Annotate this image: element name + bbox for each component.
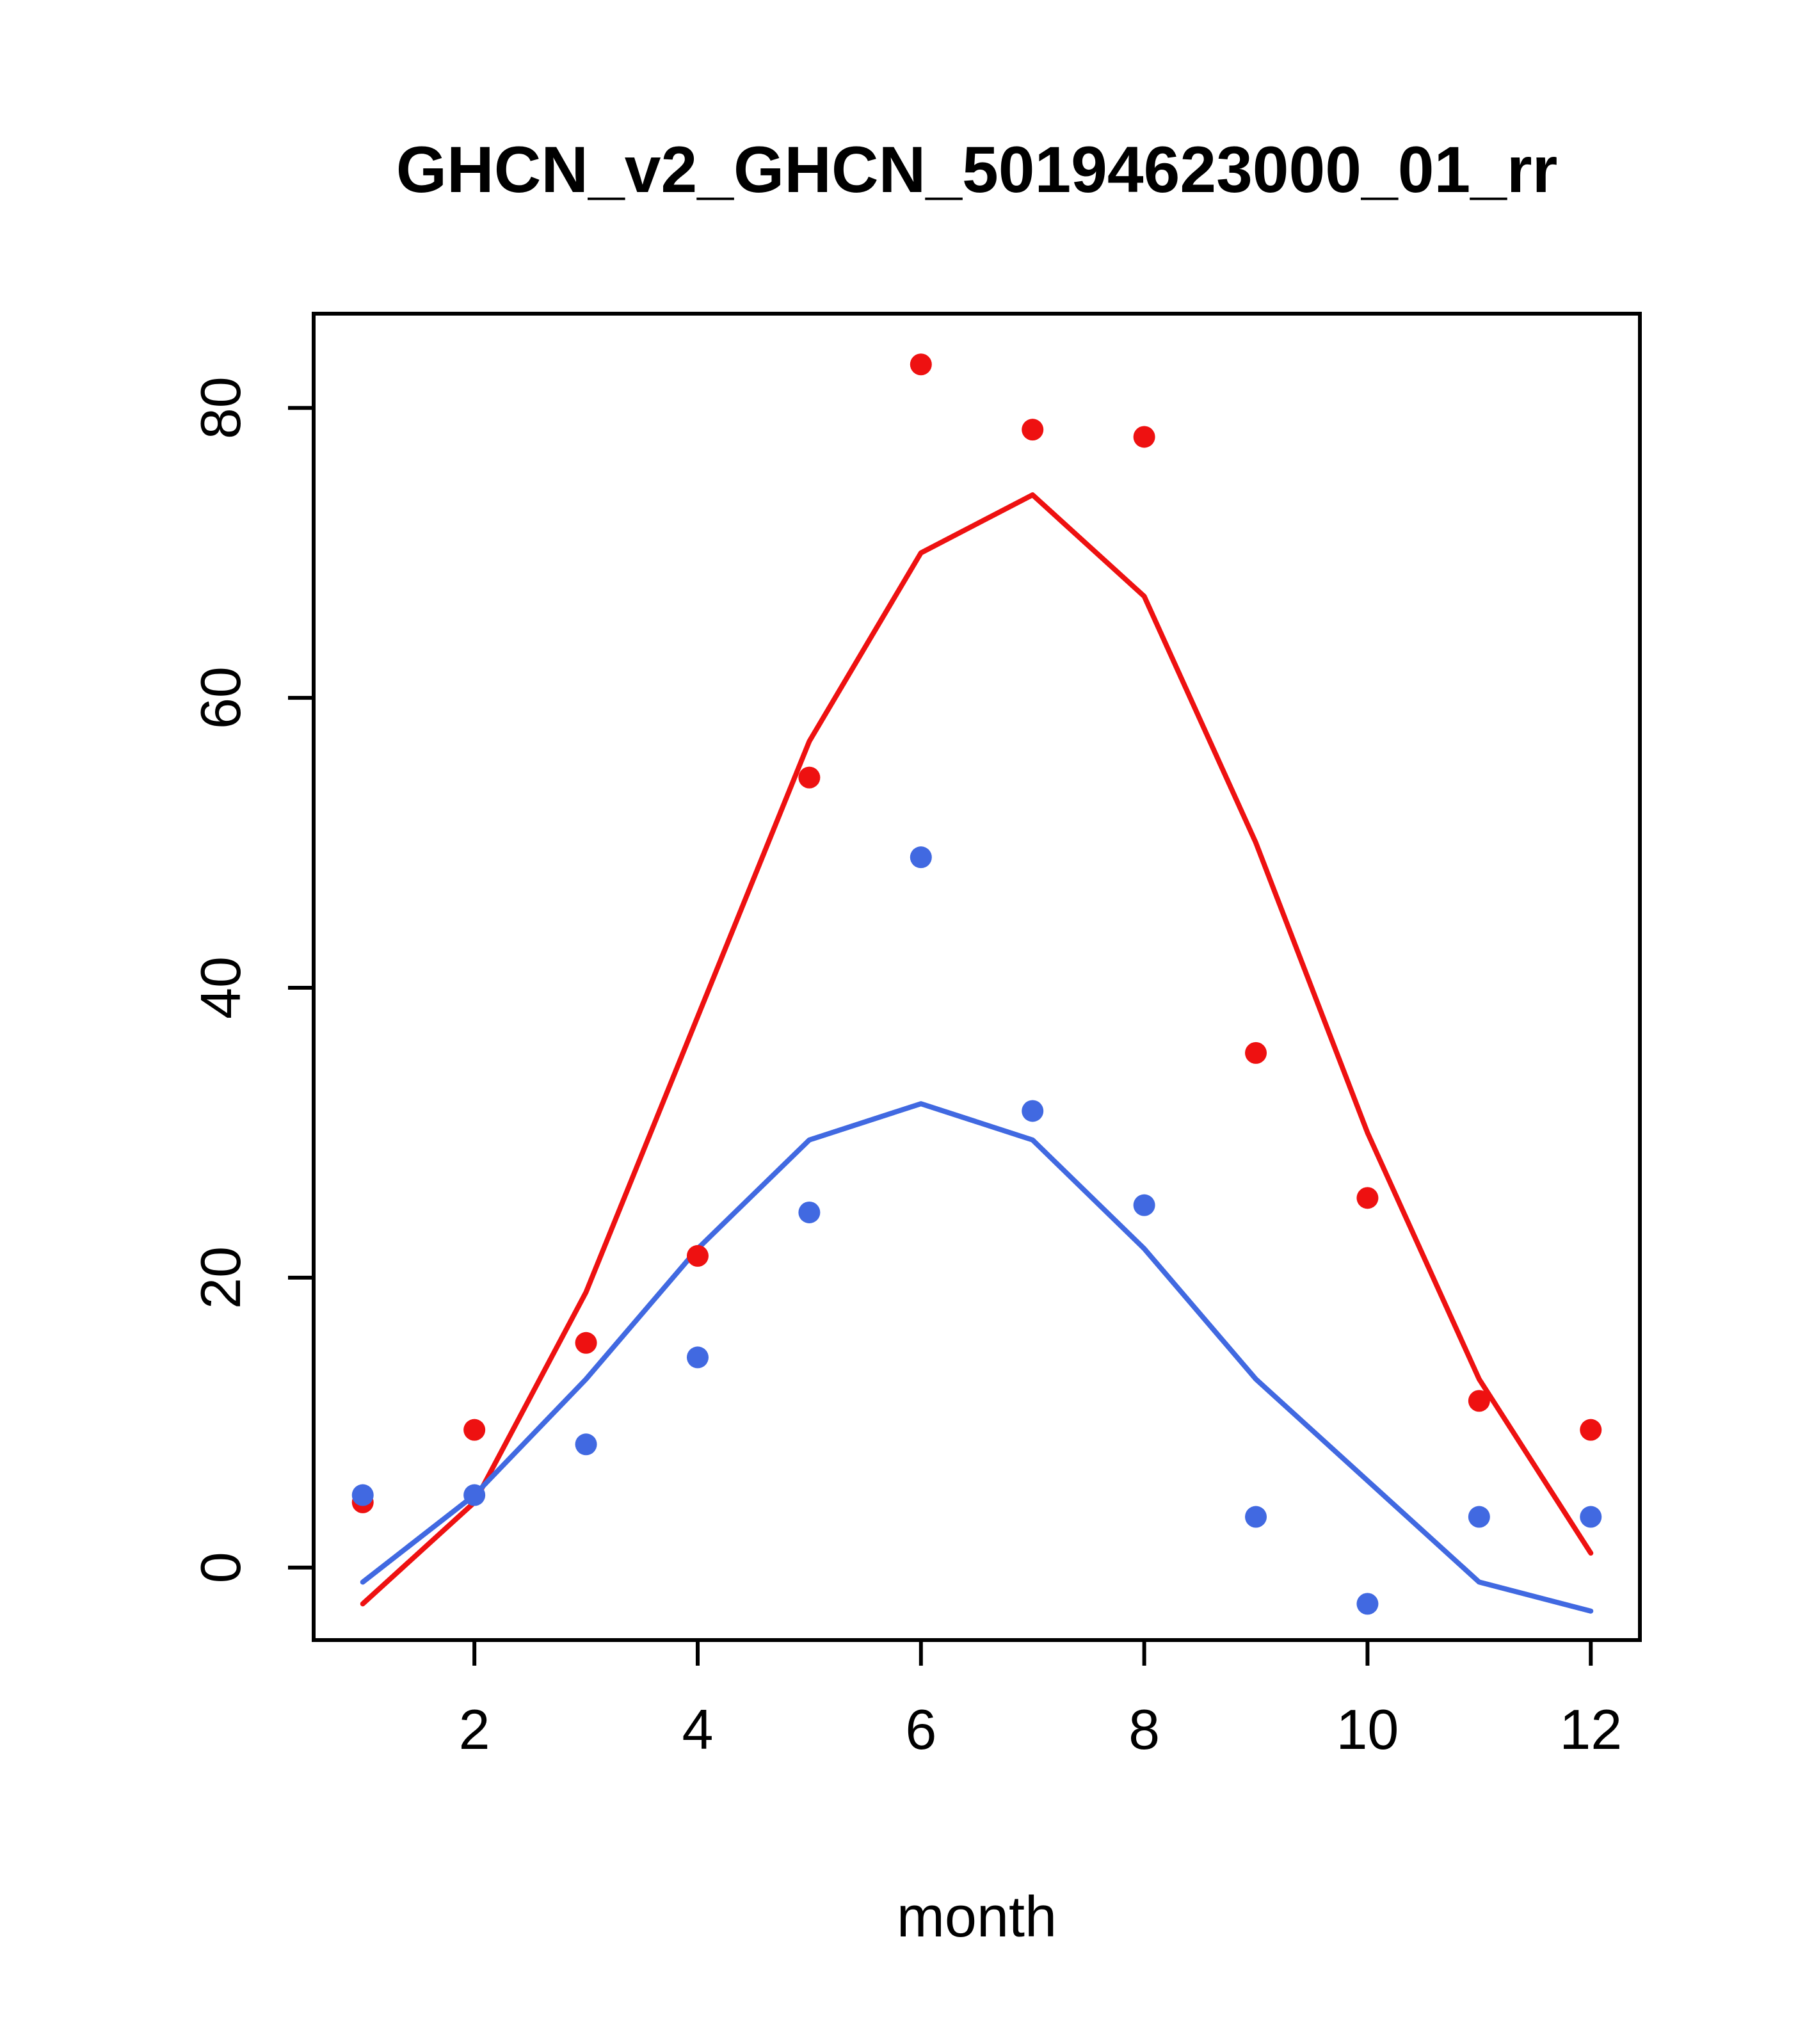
x-tick-label: 8 (1128, 1698, 1160, 1761)
red-point (1133, 426, 1155, 448)
red-point (1468, 1390, 1490, 1412)
red-point (575, 1332, 597, 1354)
red-point (1245, 1042, 1267, 1064)
red-line (360, 492, 1594, 1607)
blue-point (351, 1484, 374, 1506)
red-point (463, 1419, 486, 1441)
red-point (686, 1244, 709, 1267)
red-point (1580, 1419, 1602, 1441)
blue-point (1133, 1194, 1155, 1216)
red-point (1022, 419, 1044, 441)
x-tick-label: 12 (1559, 1698, 1622, 1761)
y-tick-label: 20 (189, 1246, 252, 1309)
y-tick-label: 0 (189, 1552, 252, 1583)
y-tick-label: 80 (189, 376, 252, 439)
blue-point (1022, 1100, 1044, 1122)
blue-point (1245, 1506, 1267, 1528)
chart-title: GHCN_v2_GHCN_50194623000_01_rr (396, 133, 1558, 206)
x-tick-label: 10 (1336, 1698, 1399, 1761)
blue-point (798, 1201, 821, 1223)
red-point (1356, 1187, 1379, 1209)
blue-point (1580, 1506, 1602, 1528)
red-point (798, 766, 821, 789)
plot-area: 2 4 6 8 10 12 0 20 40 60 80 (189, 312, 1642, 1761)
blue-point (1468, 1506, 1490, 1528)
red-point (910, 353, 932, 376)
x-axis-label: month (897, 1885, 1057, 1949)
blue-line (360, 1101, 1594, 1614)
x-tick-label: 4 (682, 1698, 713, 1761)
x-tick-label: 6 (905, 1698, 936, 1761)
y-tick-label: 60 (189, 666, 252, 729)
x-tick-label: 2 (459, 1698, 490, 1761)
y-tick-label: 40 (189, 956, 252, 1019)
blue-point (910, 846, 932, 869)
blue-point (686, 1346, 709, 1369)
blue-point (1356, 1593, 1379, 1615)
blue-point (463, 1484, 486, 1506)
plot-box (312, 312, 1642, 1642)
blue-point (575, 1433, 597, 1456)
